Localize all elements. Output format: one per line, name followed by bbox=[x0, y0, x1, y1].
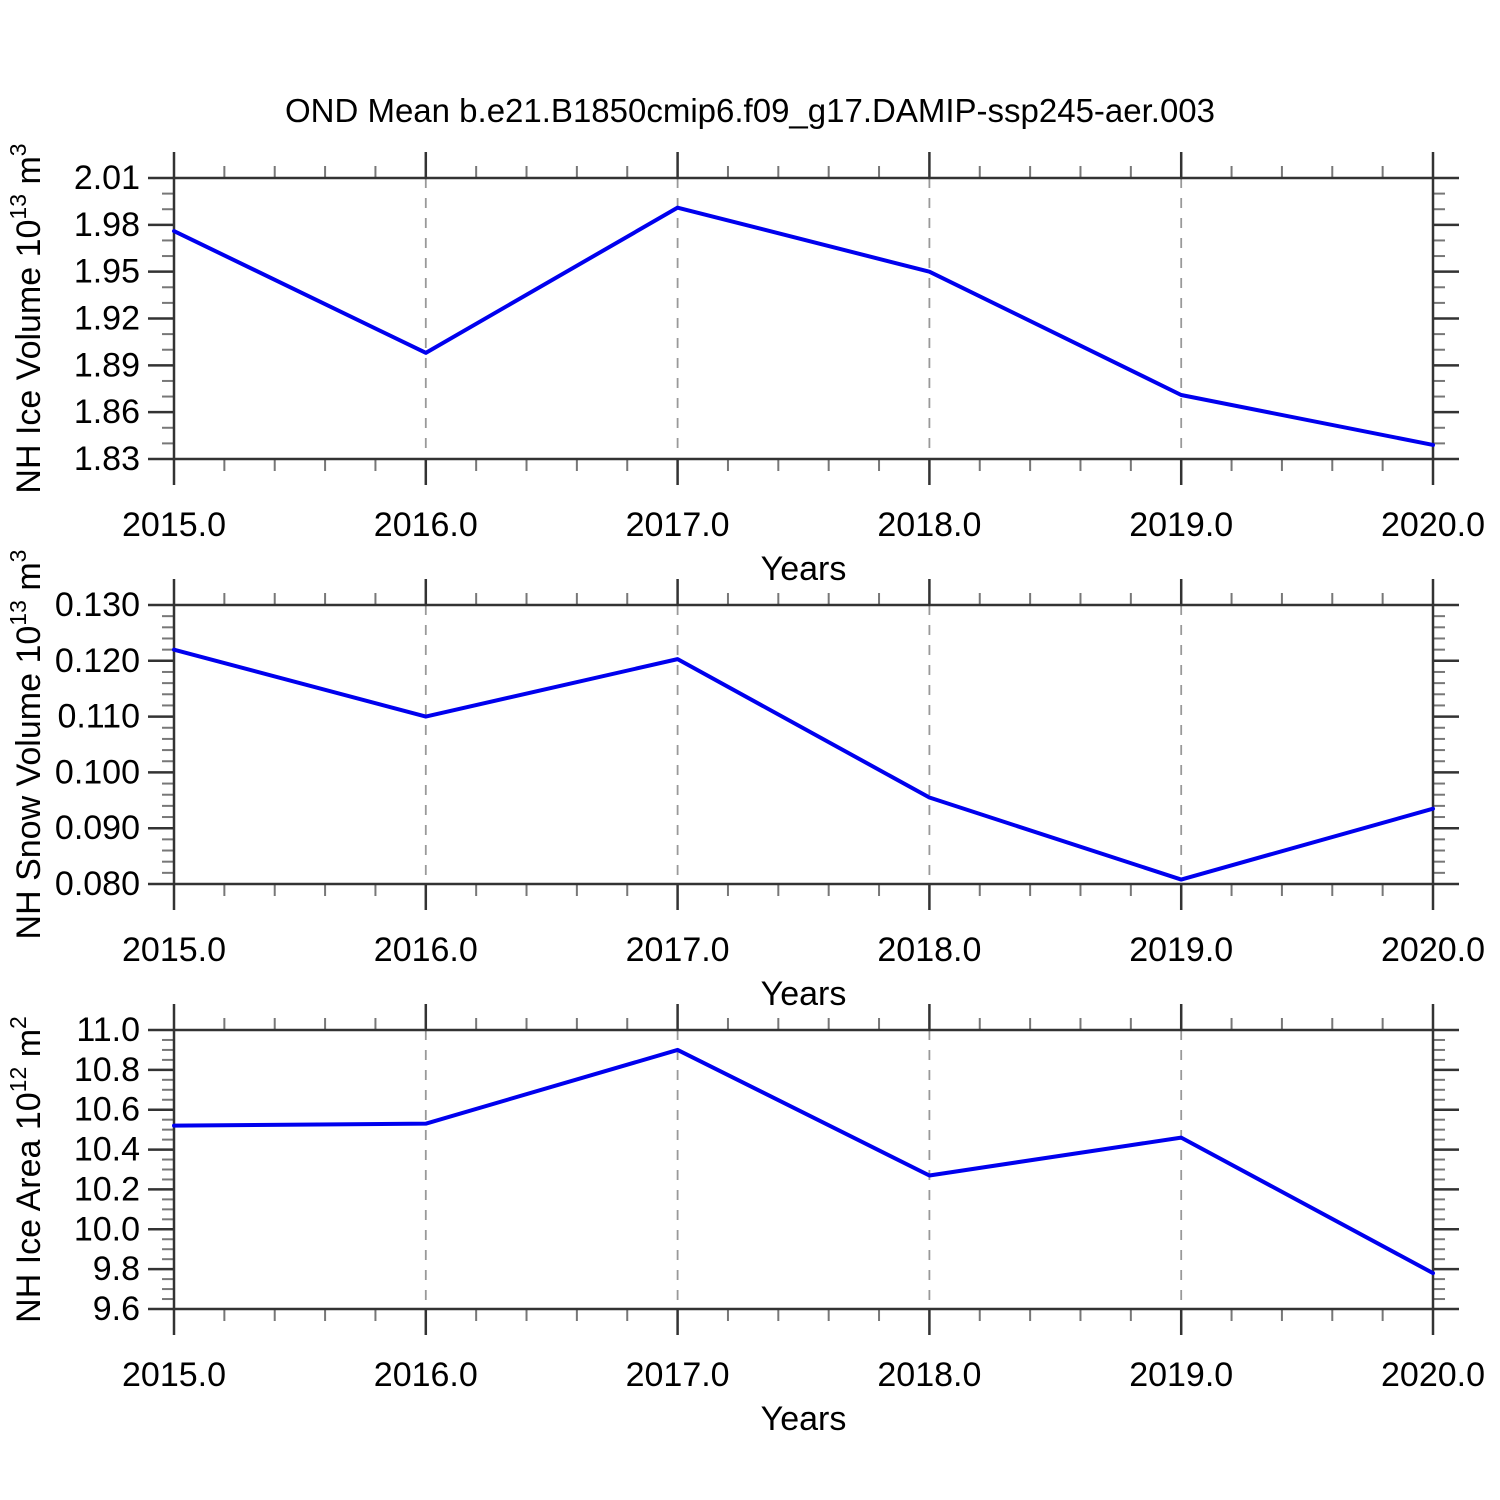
y-tick-label: 1.98 bbox=[74, 206, 140, 244]
x-axis-title: Years bbox=[761, 550, 847, 588]
plot-frame bbox=[172, 176, 1435, 461]
y-axis-title: NH Snow Volume 1013 m3 bbox=[5, 550, 48, 940]
y-tick-label: 0.100 bbox=[55, 753, 140, 791]
y-tick-label: 1.86 bbox=[74, 393, 140, 431]
y-tick-label: 0.130 bbox=[55, 586, 140, 624]
panel-nh-ice-volume: 2.01 1.98 1.95 1.92 1.89 1.86 1.83 2015.0 2016.0… bbox=[5, 143, 1485, 588]
panel-nh-snow-volume: 0.130 0.120 0.110 0.100 0.090 0.080 2015.0 2016… bbox=[5, 550, 1485, 1013]
x-tick-label: 2019.0 bbox=[1129, 1356, 1233, 1394]
x-axis-title: Years bbox=[761, 1400, 847, 1438]
y-tick-label: 2.01 bbox=[74, 159, 140, 197]
x-tick-label: 2015.0 bbox=[122, 1356, 226, 1394]
x-tick-label: 2016.0 bbox=[374, 931, 478, 969]
y-tick-label: 1.95 bbox=[74, 253, 140, 291]
y-tick-label: 10.0 bbox=[74, 1210, 140, 1248]
x-tick-label: 2017.0 bbox=[626, 1356, 730, 1394]
x-tick-label: 2018.0 bbox=[877, 506, 981, 544]
y-tick-label: 10.8 bbox=[74, 1051, 140, 1089]
data-line-nh-ice-volume bbox=[172, 205, 1435, 447]
x-tick-label: 2017.0 bbox=[626, 506, 730, 544]
x-tick-label: 2015.0 bbox=[122, 931, 226, 969]
y-axis-title: NH Ice Area 1012 m2 bbox=[5, 1016, 48, 1323]
plot-frame bbox=[172, 1028, 1435, 1311]
x-tick-label: 2019.0 bbox=[1129, 931, 1233, 969]
y-tick-label: 1.92 bbox=[74, 300, 140, 338]
y-tick-label: 9.6 bbox=[93, 1290, 140, 1328]
x-tick-label: 2016.0 bbox=[374, 1356, 478, 1394]
x-tick-label: 2019.0 bbox=[1129, 506, 1233, 544]
y-tick-label: 9.8 bbox=[93, 1250, 140, 1288]
x-tick-label: 2020.0 bbox=[1381, 931, 1485, 969]
chart-title: OND Mean b.e21.B1850cmip6.f09_g17.DAMIP-… bbox=[284, 92, 1216, 129]
y-tick-label: 10.6 bbox=[74, 1091, 140, 1129]
x-tick-label: 2015.0 bbox=[122, 506, 226, 544]
y-tick-label: 0.080 bbox=[55, 865, 140, 903]
y-tick-label: 0.120 bbox=[55, 642, 140, 680]
data-line-nh-snow-volume bbox=[172, 647, 1435, 882]
x-tick-label: 2018.0 bbox=[877, 931, 981, 969]
x-axis-title: Years bbox=[761, 975, 847, 1013]
y-tick-label: 11.0 bbox=[76, 1011, 140, 1049]
y-tick-label: 0.110 bbox=[57, 698, 140, 736]
x-tick-label: 2016.0 bbox=[374, 506, 478, 544]
data-line-nh-ice-area bbox=[172, 1047, 1435, 1276]
y-tick-label: 10.2 bbox=[74, 1170, 140, 1208]
x-tick-label: 2018.0 bbox=[877, 1356, 981, 1394]
x-tick-label: 2020.0 bbox=[1381, 506, 1485, 544]
y-tick-label: 1.83 bbox=[74, 440, 140, 478]
y-tick-label: 1.89 bbox=[74, 346, 140, 384]
y-axis-title: NH Ice Volume 1013 m3 bbox=[5, 143, 48, 493]
y-tick-label: 10.4 bbox=[74, 1131, 140, 1169]
y-tick-label: 0.090 bbox=[55, 809, 140, 847]
x-tick-label: 2017.0 bbox=[626, 931, 730, 969]
x-tick-label: 2020.0 bbox=[1381, 1356, 1485, 1394]
panel-nh-ice-area: 11.010.810.610.410.210.09.89.6 2015.0 2016… bbox=[5, 1004, 1485, 1438]
plot-frame bbox=[172, 603, 1435, 886]
